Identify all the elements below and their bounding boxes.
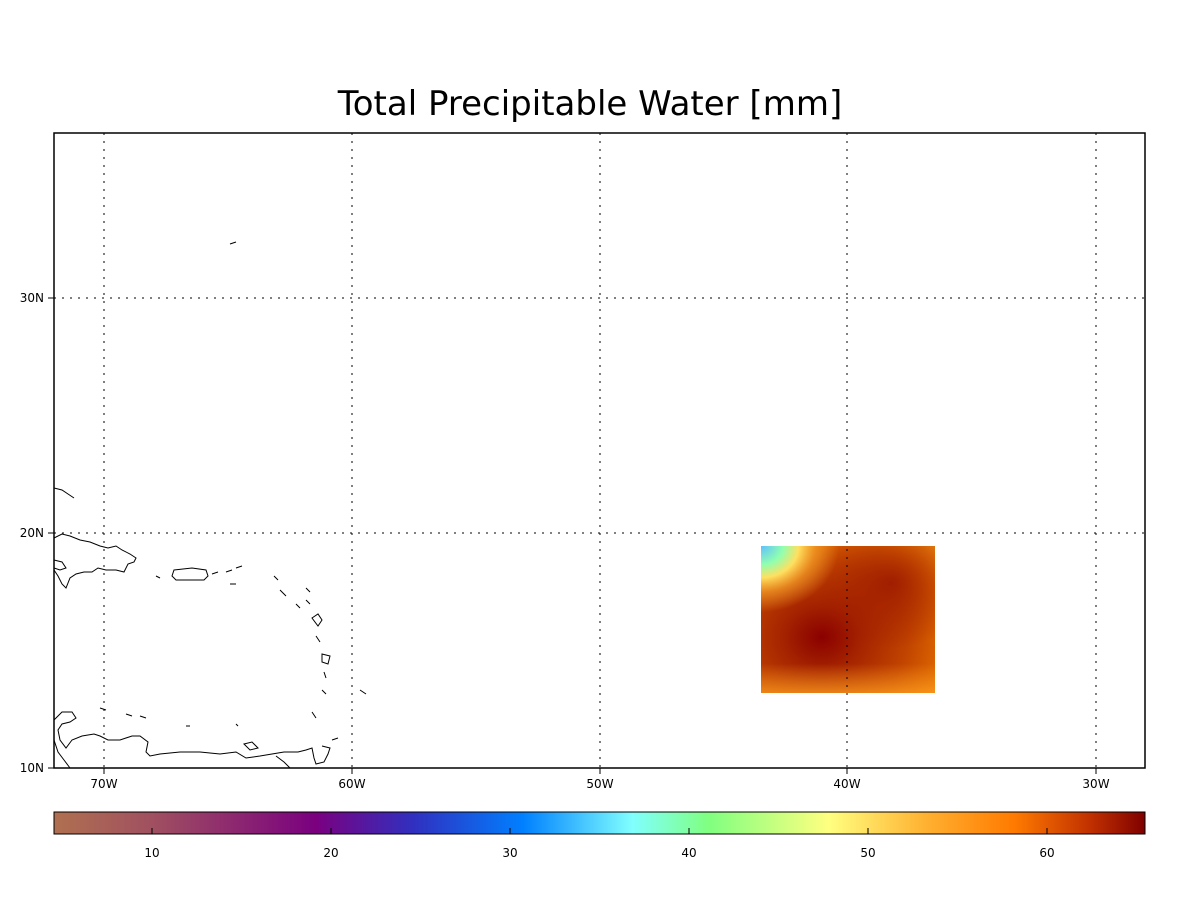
- abc-islands-coast: [99, 707, 339, 769]
- map-plot-area: [48, 132, 1146, 774]
- lat-label: 10N: [20, 761, 44, 775]
- colorbar-label: 50: [860, 846, 875, 860]
- lat-label: 30N: [20, 291, 44, 305]
- precipitable-water-field: [761, 546, 935, 693]
- lon-label: 70W: [90, 777, 117, 791]
- lon-label: 30W: [1082, 777, 1109, 791]
- colorbar-ticks: [151, 828, 1048, 834]
- colorbar-label: 40: [681, 846, 696, 860]
- hispaniola-coast: [53, 533, 137, 589]
- longitude-labels: 70W 60W 50W 40W 30W: [90, 777, 1109, 791]
- map-title: Total Precipitable Water [mm]: [337, 84, 842, 124]
- puerto-rico-coast: [171, 567, 209, 581]
- colorbar-label: 10: [144, 846, 159, 860]
- lat-label: 20N: [20, 526, 44, 540]
- colorbar-label: 30: [502, 846, 517, 860]
- colorbar-bar: [53, 811, 1146, 835]
- bermuda-coast: [229, 241, 237, 245]
- lon-label: 50W: [586, 777, 613, 791]
- tick-marks: [48, 297, 1097, 774]
- gridlines: [54, 133, 1145, 768]
- lon-label: 60W: [338, 777, 365, 791]
- lesser-antilles-coast: [273, 575, 367, 719]
- south-america-coast: [53, 711, 331, 769]
- field-southern-edge: [761, 546, 935, 693]
- virgin-islands-coast: [155, 565, 243, 585]
- coastlines: [53, 241, 367, 769]
- latitude-labels: 10N 20N 30N: [20, 291, 44, 775]
- cuba-tip-coast: [53, 559, 67, 571]
- colorbar: 10 20 30 40 50 60: [53, 811, 1146, 860]
- lon-label: 40W: [833, 777, 860, 791]
- bahamas-coast: [53, 487, 75, 499]
- colorbar-label: 20: [323, 846, 338, 860]
- colorbar-label: 60: [1039, 846, 1054, 860]
- map-frame: [53, 132, 1146, 769]
